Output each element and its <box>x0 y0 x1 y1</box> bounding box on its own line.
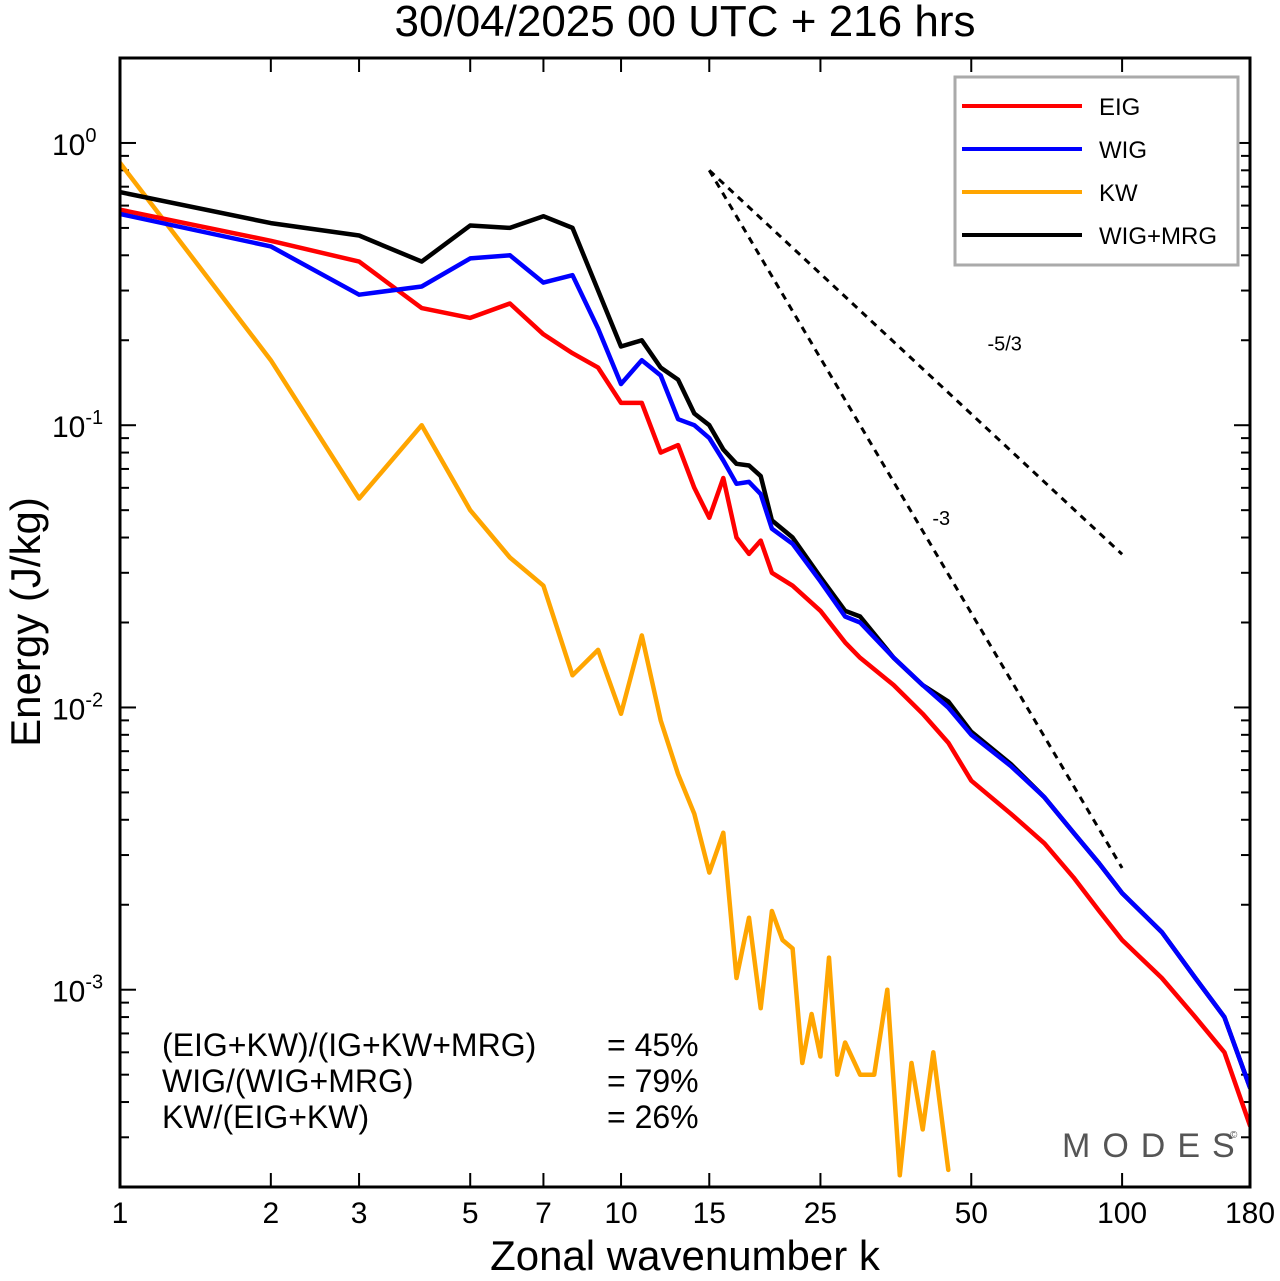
x-tick-label: 1 <box>112 1197 129 1230</box>
x-tick-label: 3 <box>351 1197 368 1230</box>
y-tick-base: 10 <box>52 693 85 726</box>
chart-title: 30/04/2025 00 UTC + 216 hrs <box>395 0 976 46</box>
y-tick-exponent: -1 <box>85 407 103 429</box>
y-tick-label: 10-3 <box>52 972 103 1009</box>
y-tick-base: 10 <box>52 411 85 444</box>
data-series <box>120 160 1250 1178</box>
x-tick-labels: 1 2 3 5 7 10 15 25 50 100 180 <box>112 1197 1275 1230</box>
modes-watermark: MODES <box>1062 1127 1247 1165</box>
x-tick-label: 10 <box>604 1197 637 1230</box>
series-line-wig <box>120 211 1250 1090</box>
y-axis-label: Energy (J/kg) <box>2 497 49 747</box>
reference-line-label: -5/3 <box>987 333 1021 355</box>
reference-slope-lines <box>707 169 1124 869</box>
copyright-mark: © <box>1230 1130 1238 1141</box>
legend-label: EIG <box>1099 94 1140 121</box>
legend-label: WIG+MRG <box>1099 223 1217 250</box>
x-tick-label: 180 <box>1225 1197 1275 1230</box>
reference-line-label: -3 <box>932 508 950 530</box>
x-tick-label: 15 <box>693 1197 726 1230</box>
x-tick-label: 100 <box>1097 1197 1147 1230</box>
legend-label: KW <box>1099 180 1138 207</box>
y-tick-exponent: 0 <box>85 125 96 147</box>
stat-value: = 45% <box>607 1027 699 1063</box>
x-tick-label: 7 <box>535 1197 552 1230</box>
series-line-eig <box>120 207 1250 1128</box>
series-line-kw <box>120 160 951 1178</box>
y-tick-base: 10 <box>52 976 85 1009</box>
x-tick-label: 2 <box>262 1197 279 1230</box>
x-axis-label: Zonal wavenumber k <box>490 1232 881 1279</box>
series-line-wig-mrg <box>120 189 1250 1090</box>
x-tick-label: 5 <box>462 1197 479 1230</box>
legend: EIG WIG KW WIG+MRG <box>953 75 1240 267</box>
y-tick-label: 100 <box>52 125 97 162</box>
x-tick-label: 50 <box>955 1197 988 1230</box>
stat-label: WIG/(WIG+MRG) <box>162 1063 414 1099</box>
x-tick-label: 25 <box>804 1197 837 1230</box>
reference-line <box>708 169 1124 556</box>
reference-slope-labels: -5/3 -3 <box>932 333 1022 530</box>
y-tick-exponent: -3 <box>85 972 103 994</box>
stat-label: (EIG+KW)/(IG+KW+MRG) <box>162 1027 536 1063</box>
y-tick-exponent: -2 <box>85 689 103 711</box>
statistics-annotations: (EIG+KW)/(IG+KW+MRG) = 45% WIG/(WIG+MRG) = … <box>162 1027 699 1135</box>
plot-frame <box>118 56 1252 1189</box>
legend-label: WIG <box>1099 137 1147 164</box>
stat-label: KW/(EIG+KW) <box>162 1099 369 1135</box>
stat-value: = 79% <box>607 1063 699 1099</box>
reference-line <box>707 169 1124 869</box>
y-tick-label: 10-1 <box>52 407 103 444</box>
stat-value: = 26% <box>607 1099 699 1135</box>
y-tick-base: 10 <box>52 129 85 162</box>
y-tick-label: 10-2 <box>52 689 103 726</box>
